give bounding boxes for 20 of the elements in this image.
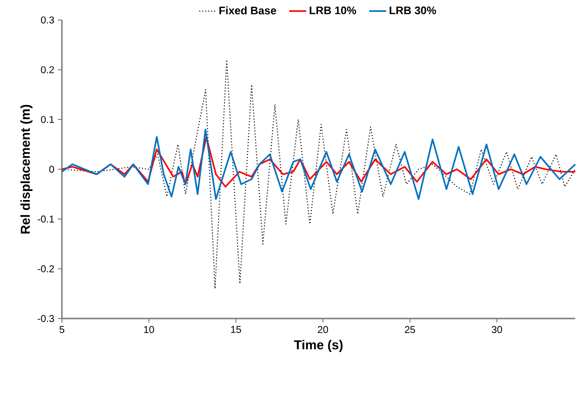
- y-tick-label: 0: [49, 166, 54, 173]
- legend-label: LRB 10%: [310, 6, 356, 14]
- y-axis-title: Rel displacement (m): [20, 104, 32, 234]
- line-series: [61, 128, 576, 200]
- y-tick-label: 0.3: [40, 16, 54, 24]
- legend-label: LRB 30%: [390, 6, 436, 14]
- x-tick-label: 30: [492, 326, 502, 333]
- x-tick-label: 20: [318, 326, 328, 333]
- y-tick-label: -0.1: [38, 215, 54, 222]
- y-tick-label: -0.3: [38, 314, 54, 322]
- y-tick-label: 0.1: [40, 116, 54, 123]
- line-series: [61, 136, 576, 188]
- y-tick-label: 0.2: [40, 66, 54, 74]
- legend-label: Fixed Base: [219, 6, 276, 14]
- x-tick-label: 10: [144, 326, 154, 333]
- x-tick-label: 5: [60, 326, 64, 333]
- y-tick-label: -0.2: [38, 265, 54, 272]
- x-tick-label: 25: [404, 326, 416, 333]
- x-axis-title: Time (s): [294, 340, 343, 352]
- x-tick-label: 15: [231, 326, 242, 333]
